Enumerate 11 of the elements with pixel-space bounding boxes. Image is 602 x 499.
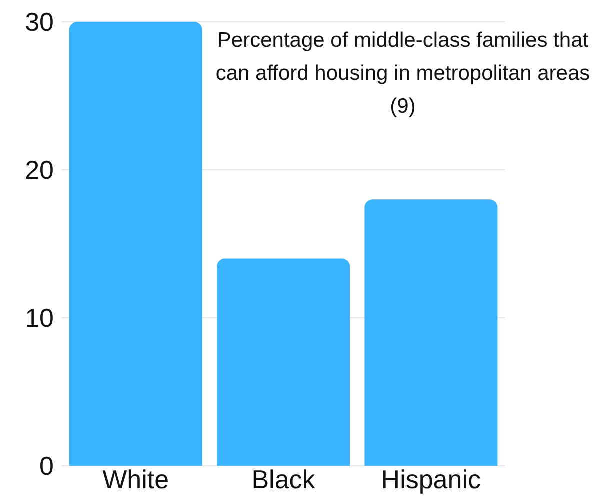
- y-tick-label: 20: [25, 155, 54, 186]
- x-tick-label: White: [102, 464, 170, 494]
- y-tick-label: 30: [25, 7, 54, 38]
- y-tick-label: 10: [25, 303, 54, 334]
- bar: [69, 22, 202, 466]
- bar: [217, 258, 350, 466]
- x-tick-label: Black: [252, 464, 316, 494]
- bar: [364, 200, 498, 466]
- text: Percentage of middle-class families that can afford housing in metropolitan areas (9): [214, 28, 592, 120]
- x-tick-label: Hispanic: [381, 464, 482, 494]
- y-tick-label: 0: [40, 451, 54, 482]
